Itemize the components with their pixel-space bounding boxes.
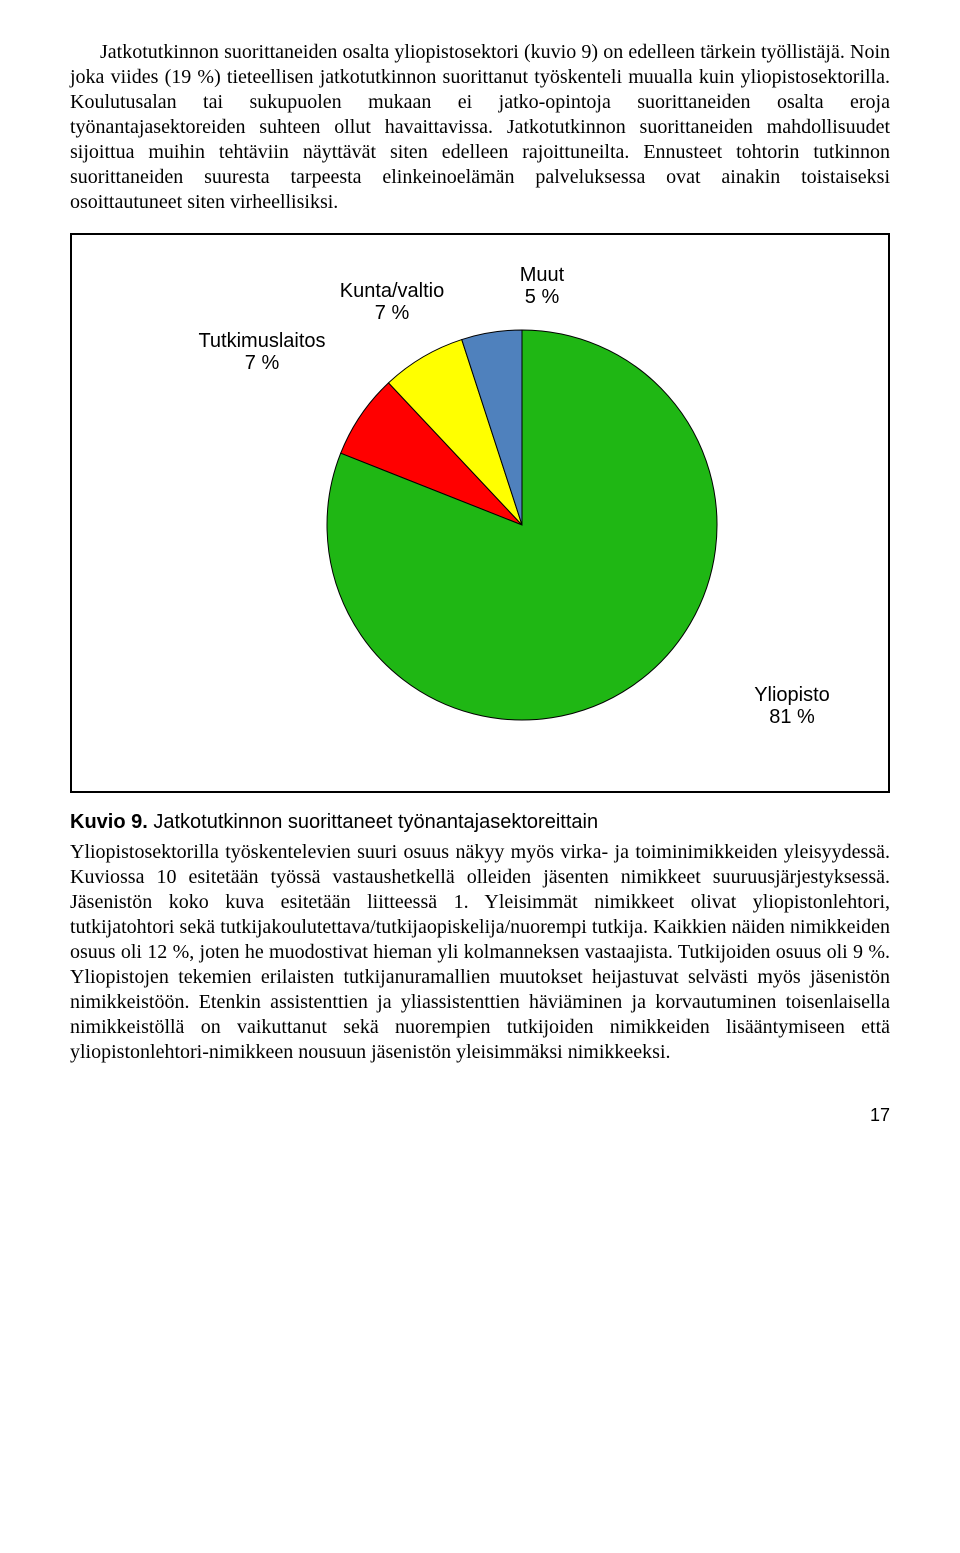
pie-label-pct-kunta-valtio: 7 % [375,302,410,324]
pie-label-tutkimuslaitos: Tutkimuslaitos [198,330,325,352]
pie-label-pct-tutkimuslaitos: 7 % [245,352,280,374]
caption-text: Jatkotutkinnon suorittaneet työnantajase… [148,811,598,833]
following-paragraph: Yliopistosektorilla työskentelevien suur… [70,840,890,1065]
page-number: 17 [70,1105,890,1126]
figure-caption: Kuvio 9. Jatkotutkinnon suorittaneet työ… [70,811,890,834]
document-page: Jatkotutkinnon suorittaneiden osalta yli… [0,0,960,1166]
pie-chart-svg: Tutkimuslaitos7 %Kunta/valtio7 %Muut5 %Y… [72,235,888,791]
intro-paragraph: Jatkotutkinnon suorittaneiden osalta yli… [70,40,890,215]
caption-prefix: Kuvio 9. [70,811,148,833]
pie-label-yliopisto: Yliopisto [754,684,830,706]
pie-label-pct-muut: 5 % [525,286,560,308]
pie-chart-figure: Tutkimuslaitos7 %Kunta/valtio7 %Muut5 %Y… [70,233,890,793]
pie-label-muut: Muut [520,264,565,286]
pie-label-kunta-valtio: Kunta/valtio [340,280,445,302]
pie-label-pct-yliopisto: 81 % [769,706,815,728]
